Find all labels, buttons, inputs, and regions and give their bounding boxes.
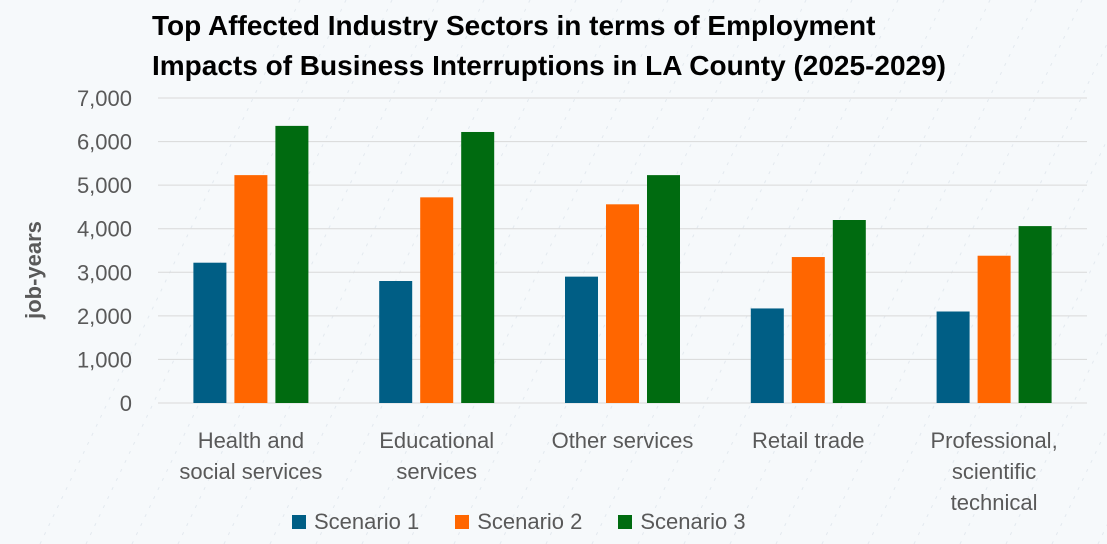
y-tick-label: 6,000 <box>77 130 132 155</box>
x-tick-label: Educational services <box>379 428 494 484</box>
bar-scenario-3 <box>275 125 309 403</box>
bar-scenario-3 <box>461 131 495 403</box>
legend-label-scenario-1: Scenario 1 <box>314 509 420 534</box>
x-tick-label: Other services <box>552 428 694 453</box>
y-tick-label: 1,000 <box>77 347 132 372</box>
y-tick-label: 5,000 <box>77 173 132 198</box>
bar-scenario-2 <box>234 175 268 403</box>
x-tick-label: Retail trade <box>752 428 865 453</box>
legend-label-scenario-3: Scenario 3 <box>640 509 746 534</box>
bar-scenario-2 <box>791 257 825 403</box>
legend-swatch-scenario-1 <box>292 515 306 529</box>
bar-scenario-2 <box>420 197 454 403</box>
y-tick-label: 0 <box>120 391 132 416</box>
chart-title: Top Affected Industry Sectors in terms o… <box>152 10 947 81</box>
bar-scenario-2 <box>606 204 639 403</box>
bar-scenario-3 <box>832 220 866 403</box>
y-tick-label: 2,000 <box>77 304 132 329</box>
legend-swatch-scenario-2 <box>455 515 470 529</box>
x-tick-label: Health and social services <box>179 428 322 484</box>
bar-scenario-3 <box>1018 226 1052 403</box>
bar-scenario-1 <box>750 308 784 403</box>
bar-scenario-1 <box>193 262 227 403</box>
bar-scenario-1 <box>936 311 970 403</box>
bar-scenario-2 <box>977 255 1011 403</box>
legend-item-scenario-1: Scenario 1 <box>292 509 419 535</box>
bar-scenario-3 <box>647 175 680 403</box>
legend-item-scenario-3: Scenario 3 <box>618 509 746 535</box>
bar-scenario-1 <box>379 281 413 403</box>
legend: Scenario 1 Scenario 2 Scenario 3 <box>292 508 746 536</box>
y-tick-label: 4,000 <box>77 217 132 242</box>
legend-label-scenario-2: Scenario 2 <box>477 509 583 534</box>
y-tick-label: 3,000 <box>77 260 132 285</box>
legend-swatch-scenario-3 <box>618 515 633 529</box>
bar-scenario-1 <box>565 276 598 403</box>
x-tick-label: Professional, scientific technical <box>931 428 1058 515</box>
legend-item-scenario-2: Scenario 2 <box>455 509 582 535</box>
y-tick-label: 7,000 <box>77 86 132 111</box>
